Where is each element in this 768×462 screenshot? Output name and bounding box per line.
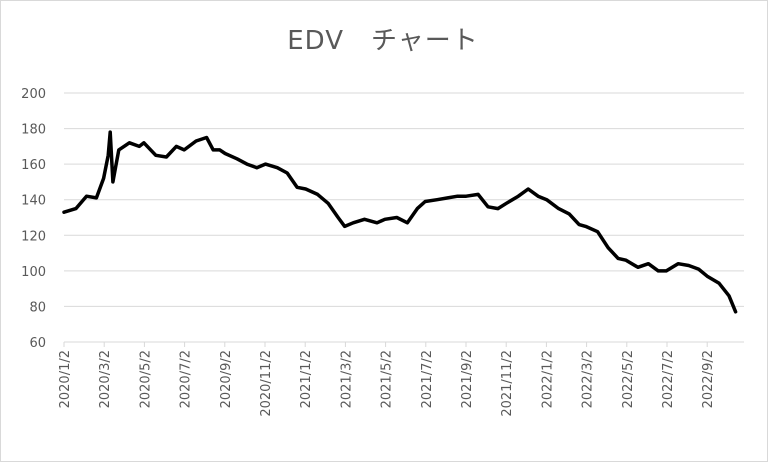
x-tick-label: 2020/9/2	[219, 350, 234, 408]
x-tick-label: 2021/5/2	[380, 350, 395, 408]
x-tick-label: 2022/3/2	[581, 350, 596, 408]
y-tick-label: 60	[29, 336, 46, 351]
x-tick-label: 2022/7/2	[661, 350, 676, 408]
y-tick-label: 120	[21, 229, 46, 244]
x-tick-label: 2022/5/2	[621, 350, 636, 408]
y-tick-label: 200	[21, 87, 46, 102]
x-tick-label: 2020/5/2	[138, 350, 153, 408]
y-tick-label: 100	[21, 265, 46, 280]
x-tick-label: 2022/1/2	[540, 350, 555, 408]
gridlines	[64, 92, 744, 343]
y-tick-label: 140	[21, 194, 46, 209]
y-tick-label: 80	[29, 300, 46, 315]
x-tick-label: 2021/11/2	[500, 350, 515, 417]
y-tick-labels: 60 80 100 120 140 160 180 200	[21, 87, 46, 351]
x-tick-label: 2021/9/2	[460, 350, 475, 408]
x-tick-label: 2020/1/2	[58, 350, 73, 408]
x-tick-label: 2020/7/2	[179, 350, 194, 408]
x-tick-label: 2021/7/2	[420, 350, 435, 408]
x-tick-label: 2020/3/2	[98, 350, 113, 408]
x-tick-labels: 2020/1/2 2020/3/2 2020/5/2 2020/7/2 2020/9/2…	[58, 342, 716, 417]
x-tick-label: 2021/3/2	[339, 350, 354, 408]
y-tick-label: 160	[21, 158, 46, 173]
chart-title: EDV チャート	[287, 26, 479, 56]
series-line	[62, 130, 738, 314]
y-tick-label: 180	[21, 123, 46, 138]
x-tick-label: 2021/1/2	[299, 350, 314, 408]
x-tick-label: 2022/9/2	[701, 350, 716, 408]
x-tick-label: 2020/11/2	[259, 350, 274, 417]
